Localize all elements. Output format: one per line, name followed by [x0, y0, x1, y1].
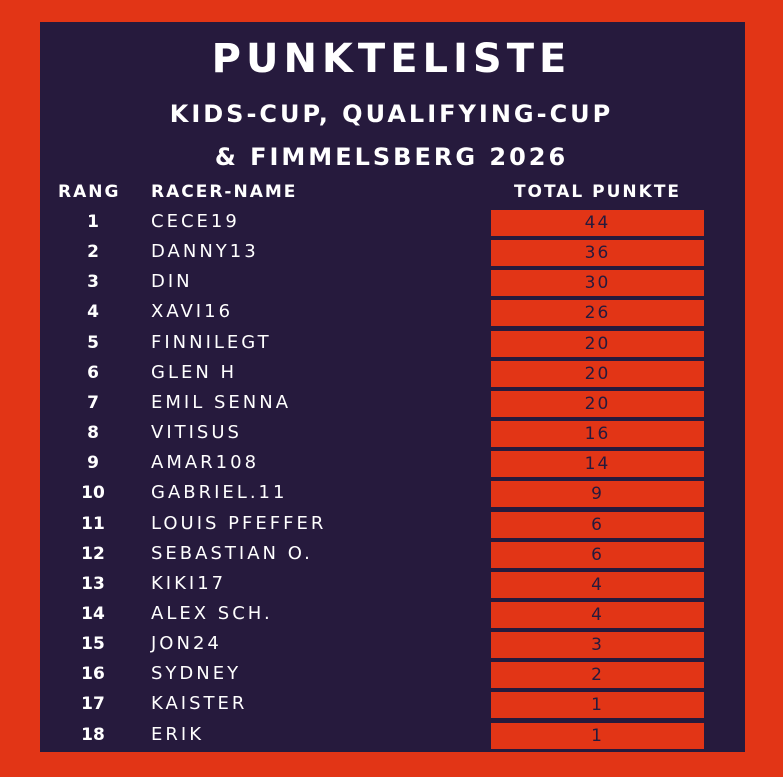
rank: 18: [81, 724, 105, 745]
title: PUNKTELISTE: [211, 36, 572, 82]
subtitle: KIDS-CUP, QUALIFYING-CUP: [169, 100, 614, 128]
points: 1: [591, 695, 604, 716]
points: 44: [584, 213, 611, 233]
points-cell: 6: [491, 511, 704, 538]
points-cell: 20: [491, 360, 704, 387]
points: 1: [591, 725, 604, 746]
points-cell: 44: [491, 210, 704, 236]
points: 6: [591, 514, 604, 535]
column-header: RACER-NAME: [151, 182, 298, 202]
points: 3: [591, 635, 604, 656]
points-cell: 3: [491, 632, 704, 659]
points-cell: 6: [491, 541, 704, 568]
points-cell: 20: [491, 390, 704, 417]
rank: 6: [87, 362, 99, 383]
points-cell: 30: [491, 270, 704, 297]
points-cell: 4: [491, 571, 704, 598]
rank: 15: [81, 634, 105, 655]
racer-name: EMIL SENNA: [151, 391, 292, 413]
points-cell: 26: [491, 300, 704, 327]
points: 4: [591, 604, 604, 625]
rank: 5: [87, 332, 99, 353]
points-cell: 9: [491, 481, 704, 508]
points: 14: [584, 454, 611, 475]
subtitle: & FIMMELSBERG 2026: [214, 143, 569, 171]
rank: 12: [81, 543, 105, 564]
column-header: TOTAL PUNKTE: [513, 182, 682, 202]
rank: 3: [87, 272, 99, 293]
points: 4: [591, 574, 604, 595]
rank: 7: [87, 392, 99, 413]
racer-name: SYDNEY: [151, 663, 242, 685]
rank: 2: [87, 242, 99, 263]
racer-name: KIKI17: [151, 572, 227, 594]
panel: [40, 22, 745, 752]
racer-name: VITISUS: [151, 422, 242, 444]
racer-name: GLEN H: [151, 361, 238, 383]
points-cell: 2: [491, 662, 704, 689]
rank: 4: [87, 302, 99, 323]
racer-name: XAVI16: [151, 301, 234, 323]
points: 36: [584, 243, 611, 264]
points-cell: 20: [491, 330, 704, 357]
racer-name: DANNY13: [151, 241, 259, 263]
points-cell: 36: [491, 240, 704, 267]
points: 26: [584, 303, 611, 324]
rank: 1: [87, 212, 99, 232]
racer-name: LOUIS PFEFFER: [151, 512, 327, 534]
rank: 11: [81, 513, 105, 534]
rank: 13: [81, 573, 105, 594]
racer-name: FINNILEGT: [151, 331, 272, 353]
racer-name: JON24: [151, 633, 222, 655]
rank: 14: [81, 603, 105, 624]
racer-name: GABRIEL.11: [151, 482, 288, 504]
points: 16: [584, 424, 611, 445]
racer-name: ERIK: [151, 723, 204, 745]
rank: 9: [87, 453, 99, 474]
column-header: RANG: [58, 182, 121, 202]
points: 30: [584, 273, 611, 294]
points: 9: [591, 484, 604, 505]
points-cell: 1: [491, 692, 704, 719]
points-cell: 14: [491, 451, 704, 478]
points-cell: 4: [491, 601, 704, 628]
points: 20: [584, 333, 611, 354]
racer-name: ALEX SCH.: [151, 602, 273, 624]
points: 6: [591, 544, 604, 565]
points-cell: 16: [491, 421, 704, 448]
points: 20: [584, 363, 611, 384]
racer-name: SEBASTIAN O.: [151, 542, 313, 564]
racer-name: DIN: [151, 271, 193, 293]
racer-name: CECE19: [151, 211, 240, 232]
rank: 8: [87, 423, 99, 444]
rank: 17: [81, 694, 105, 715]
rank: 16: [81, 664, 105, 685]
racer-name: KAISTER: [151, 693, 248, 715]
points: 20: [584, 393, 611, 414]
points-cell: 1: [491, 722, 704, 749]
rank: 10: [81, 483, 105, 504]
points: 2: [591, 665, 604, 686]
racer-name: AMAR108: [151, 452, 260, 474]
